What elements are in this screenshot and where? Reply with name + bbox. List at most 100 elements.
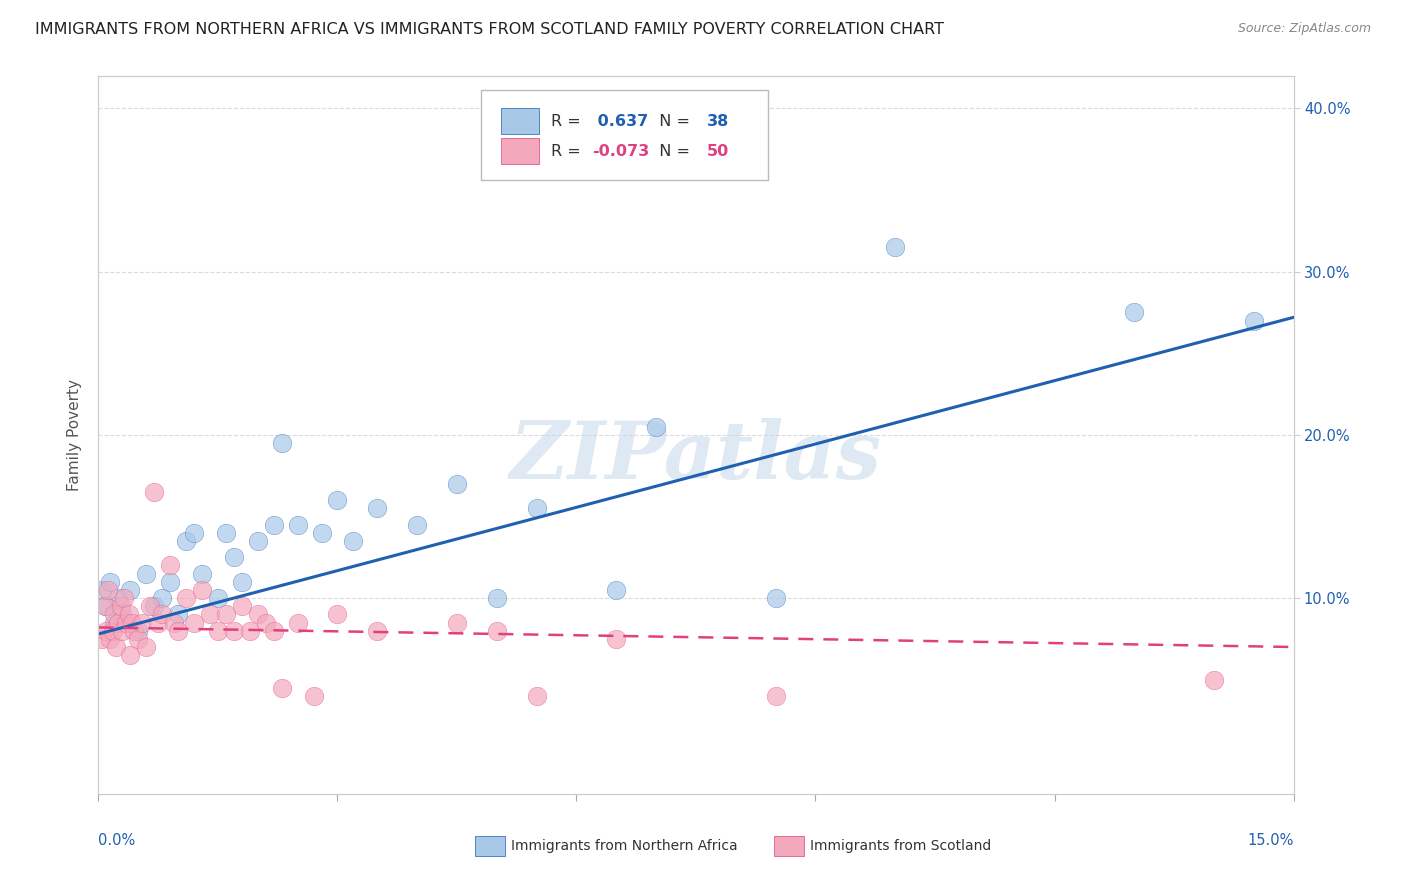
Text: R =: R = xyxy=(551,144,586,159)
Point xyxy=(342,533,364,548)
Point xyxy=(302,689,325,703)
Point xyxy=(127,624,149,638)
Point xyxy=(605,632,627,646)
Point xyxy=(198,607,221,622)
Point xyxy=(150,607,173,622)
Point xyxy=(103,615,125,630)
Point xyxy=(127,632,149,646)
Point xyxy=(148,615,170,630)
Point xyxy=(98,574,122,589)
Point xyxy=(254,615,277,630)
Point xyxy=(120,582,142,597)
Point xyxy=(159,558,181,573)
Text: R =: R = xyxy=(551,113,586,128)
Point xyxy=(215,607,238,622)
FancyBboxPatch shape xyxy=(773,836,804,855)
Point xyxy=(526,501,548,516)
Point xyxy=(270,681,292,695)
Point xyxy=(91,632,114,646)
Point xyxy=(406,517,429,532)
Text: 50: 50 xyxy=(707,144,728,159)
Text: 15.0%: 15.0% xyxy=(1247,833,1294,848)
Point xyxy=(143,485,166,500)
Point xyxy=(263,517,285,532)
Text: IMMIGRANTS FROM NORTHERN AFRICA VS IMMIGRANTS FROM SCOTLAND FAMILY POVERTY CORRE: IMMIGRANTS FROM NORTHERN AFRICA VS IMMIG… xyxy=(35,22,945,37)
Point xyxy=(222,624,245,638)
Point xyxy=(159,574,181,589)
Point xyxy=(191,582,214,597)
Point xyxy=(263,624,285,638)
Point xyxy=(222,550,245,565)
Text: N =: N = xyxy=(650,113,696,128)
Point xyxy=(135,640,157,654)
Point xyxy=(167,607,190,622)
FancyBboxPatch shape xyxy=(501,108,540,134)
FancyBboxPatch shape xyxy=(501,138,540,164)
Text: -0.073: -0.073 xyxy=(592,144,650,159)
Point xyxy=(231,599,253,614)
Point xyxy=(96,599,118,614)
Point xyxy=(526,689,548,703)
Point xyxy=(174,533,197,548)
Point xyxy=(485,624,508,638)
Point xyxy=(270,436,292,450)
Point xyxy=(124,624,146,638)
Point xyxy=(605,582,627,597)
Point xyxy=(150,591,173,605)
Point xyxy=(215,525,238,540)
Point xyxy=(183,615,205,630)
Point xyxy=(191,566,214,581)
Point xyxy=(645,419,668,434)
Point xyxy=(107,615,129,630)
Point xyxy=(446,615,468,630)
Point xyxy=(139,599,162,614)
Point xyxy=(287,517,309,532)
Point xyxy=(121,615,143,630)
Point xyxy=(110,599,132,614)
Point xyxy=(91,582,114,597)
Point xyxy=(97,582,120,597)
Point xyxy=(246,607,269,622)
Point xyxy=(131,615,153,630)
Point xyxy=(118,607,141,622)
Point xyxy=(287,615,309,630)
Text: Source: ZipAtlas.com: Source: ZipAtlas.com xyxy=(1237,22,1371,36)
Text: 38: 38 xyxy=(707,113,728,128)
Point xyxy=(311,525,333,540)
Y-axis label: Family Poverty: Family Poverty xyxy=(67,379,83,491)
Point xyxy=(98,632,122,646)
Point xyxy=(366,501,388,516)
Point xyxy=(183,525,205,540)
Point xyxy=(167,624,190,638)
Point xyxy=(135,566,157,581)
Point xyxy=(1123,305,1146,319)
Point xyxy=(446,476,468,491)
Point xyxy=(111,624,134,638)
Point xyxy=(207,624,229,638)
Point xyxy=(765,689,787,703)
Point xyxy=(239,624,262,638)
Point xyxy=(326,607,349,622)
Text: 0.0%: 0.0% xyxy=(98,833,135,848)
Point xyxy=(1202,673,1225,687)
Point xyxy=(485,591,508,605)
Text: Immigrants from Scotland: Immigrants from Scotland xyxy=(810,838,991,853)
Point xyxy=(884,240,907,254)
FancyBboxPatch shape xyxy=(475,836,505,855)
Point xyxy=(115,615,138,630)
Text: Immigrants from Northern Africa: Immigrants from Northern Africa xyxy=(510,838,737,853)
Point xyxy=(120,648,142,662)
Text: ZIPatlas: ZIPatlas xyxy=(510,417,882,495)
Point xyxy=(107,591,129,605)
Point xyxy=(104,640,127,654)
Text: N =: N = xyxy=(650,144,696,159)
Point xyxy=(163,615,186,630)
Text: 0.637: 0.637 xyxy=(592,113,648,128)
Point xyxy=(111,607,134,622)
Point xyxy=(96,624,118,638)
Point xyxy=(101,624,124,638)
Point xyxy=(231,574,253,589)
Point xyxy=(143,599,166,614)
Point xyxy=(103,607,125,622)
Point xyxy=(207,591,229,605)
